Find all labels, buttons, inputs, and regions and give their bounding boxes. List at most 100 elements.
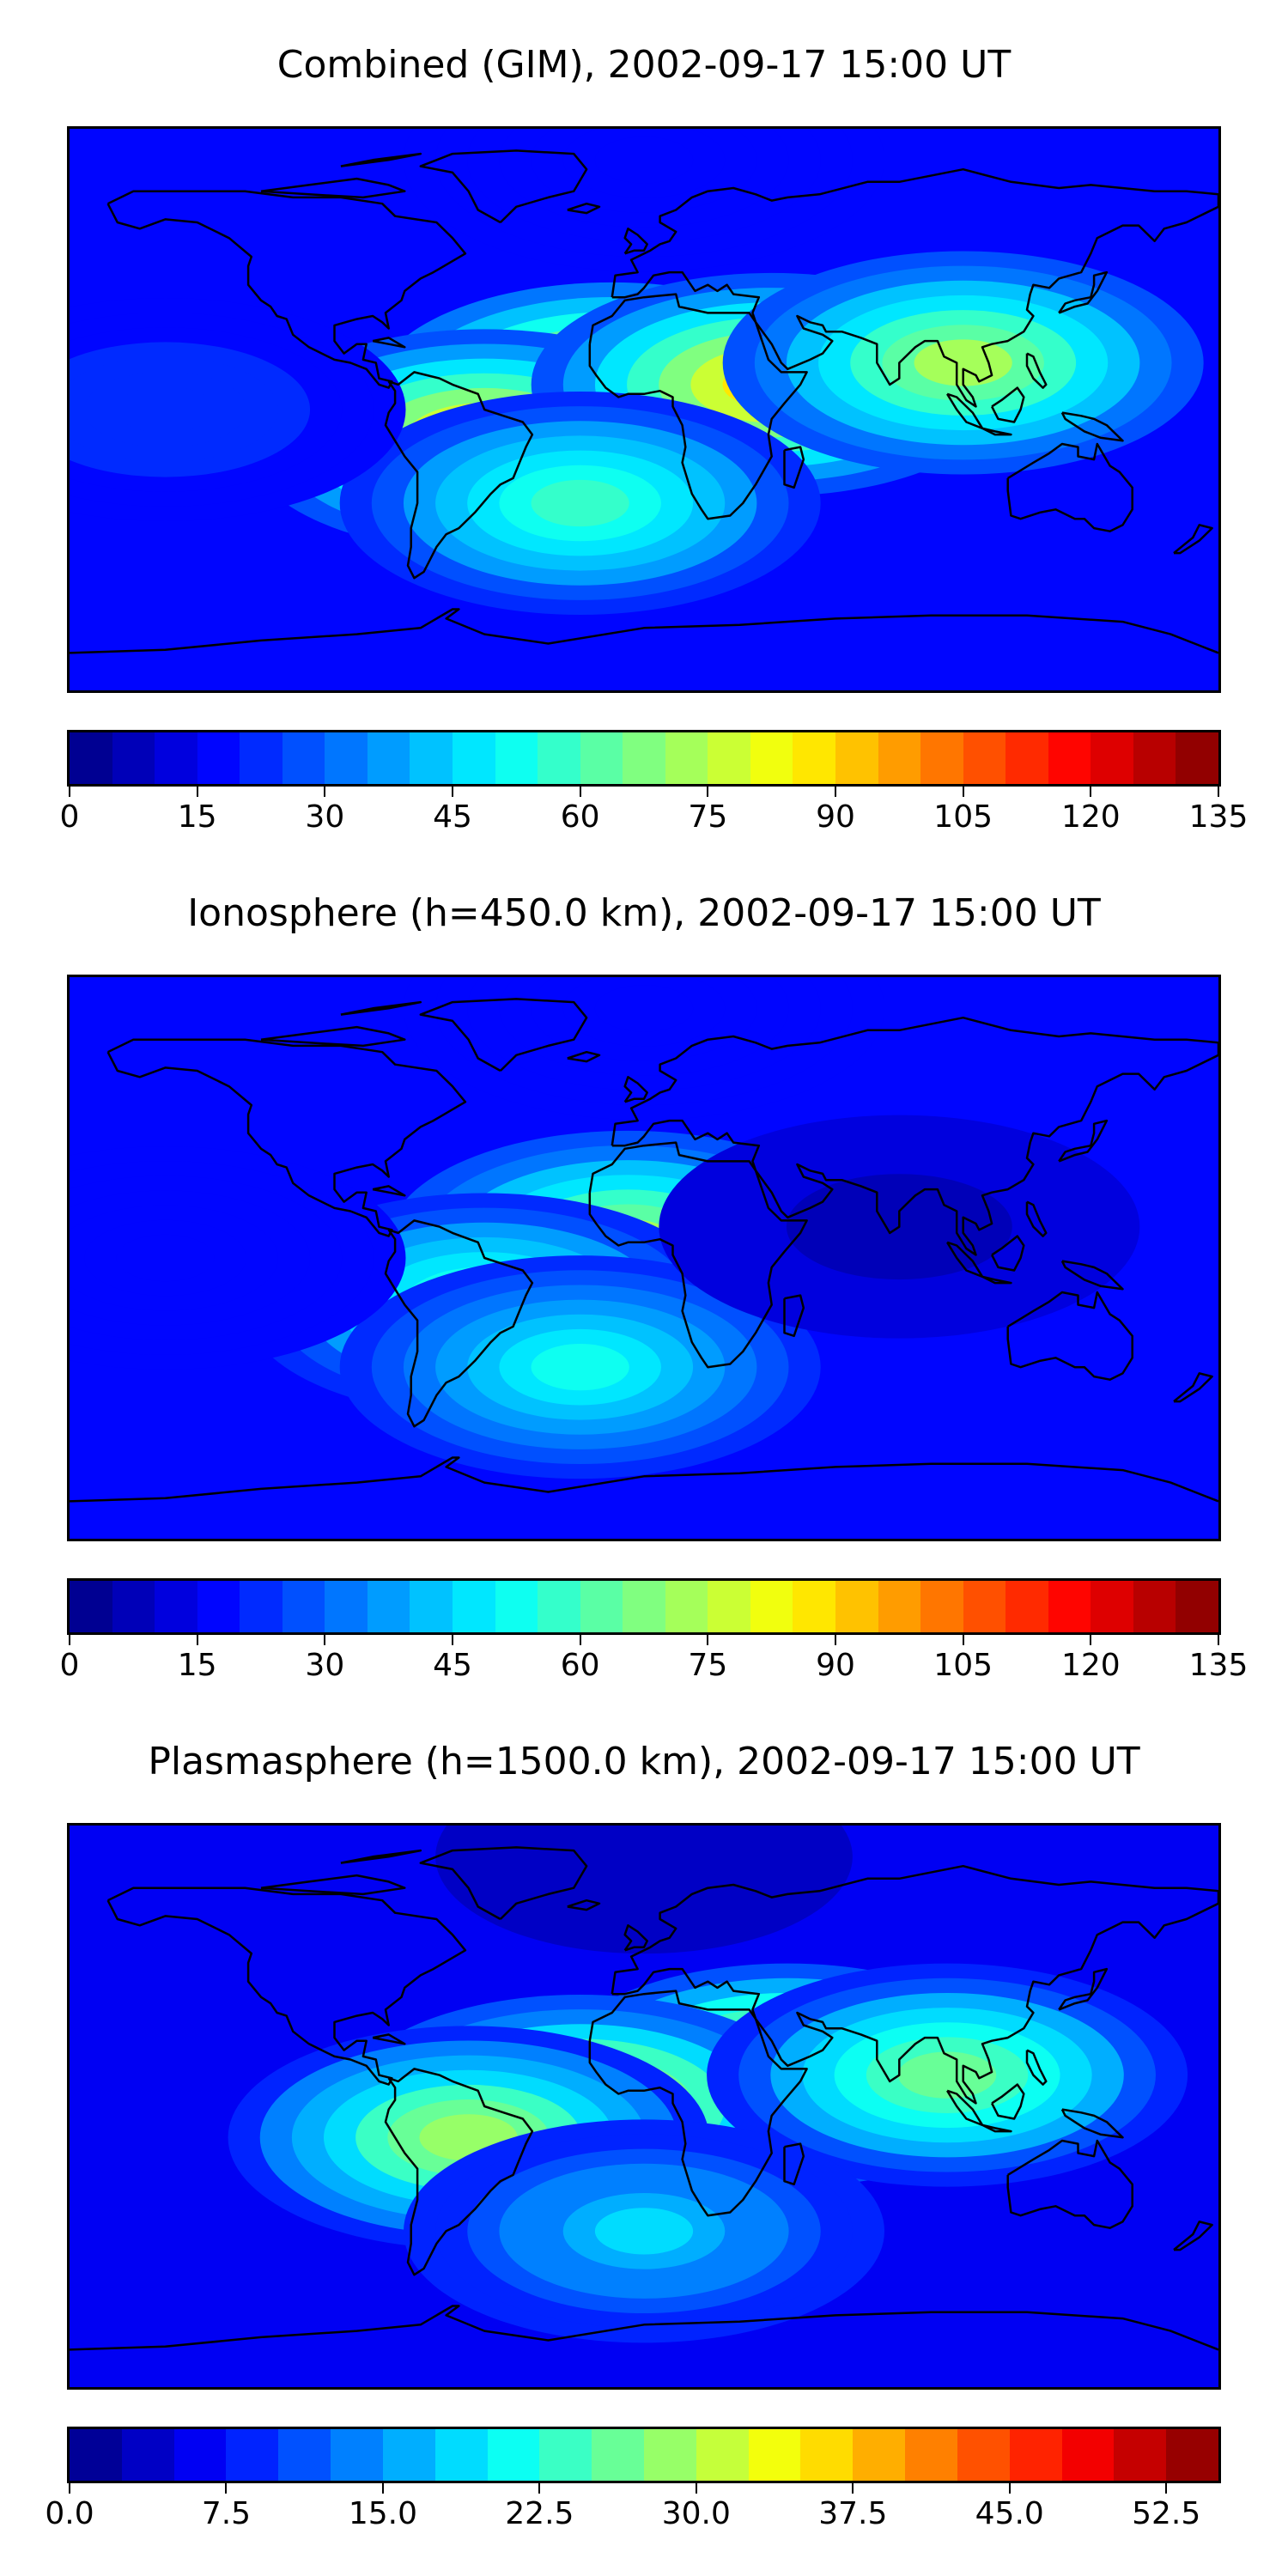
coastline-10 (981, 427, 1012, 436)
coastline-7 (70, 2305, 1218, 2351)
coastline-20 (340, 1849, 422, 1864)
coastline-10 (981, 1275, 1012, 1285)
colorbar-segment (70, 2429, 123, 2481)
colorbar-segment (708, 732, 751, 784)
colorbar-tick-label: 75 (688, 1648, 728, 1683)
coastline-13 (1025, 2049, 1048, 2086)
colorbar-segment (665, 1581, 709, 1632)
colorbar-tick (538, 2483, 541, 2494)
coastline-3 (419, 1846, 588, 1921)
coastline-4 (588, 1141, 808, 1369)
coastline-16 (783, 2142, 805, 2186)
coastline-13 (1025, 352, 1048, 389)
coastline-18 (372, 337, 406, 349)
colorbar-segment (112, 1581, 156, 1632)
coastline-13 (1025, 1200, 1048, 1237)
colorbar-tick-label: 22.5 (505, 2496, 574, 2531)
chart-title: Combined (GIM), 2002-09-17 15:00 UT (276, 43, 1012, 87)
tec-map (67, 1823, 1221, 2390)
colorbar-tick (452, 787, 453, 797)
colorbar-tick-label: 60 (560, 1648, 600, 1683)
colorbar-segment (487, 2429, 541, 2481)
colorbar-tick-label: 15 (177, 1648, 217, 1683)
colorbar-segment (835, 732, 879, 784)
colorbar-segment (665, 732, 709, 784)
colorbar-segment (750, 732, 794, 784)
field-region-6-level-7 (116, 386, 215, 434)
colorbar-segment (1005, 732, 1049, 784)
colorbar-tick-label: 135 (1188, 1648, 1249, 1683)
coastline-12 (1058, 1967, 1109, 2011)
field-region-6-level-7 (594, 1833, 694, 1880)
colorbar-tick (69, 787, 70, 797)
colorbar-segment (957, 2429, 1011, 2481)
colorbar-segment (1176, 732, 1218, 784)
coastline-1 (106, 1038, 467, 1237)
colorbar (67, 2427, 1221, 2483)
colorbar-segment (197, 1581, 241, 1632)
coastline-20 (340, 152, 422, 167)
colorbar-tick-label: 0 (59, 1648, 80, 1683)
colorbar-tick (707, 787, 709, 797)
colorbar-segment (1048, 1581, 1092, 1632)
coastline-5 (611, 167, 1218, 408)
coastline-7 (70, 608, 1218, 654)
colorbar-segment (495, 1581, 539, 1632)
colorbar-tick (1165, 2483, 1168, 2494)
colorbar-tick (381, 2483, 384, 2494)
coastline-17 (1173, 1372, 1213, 1403)
colorbar-tick (1090, 1635, 1092, 1645)
colorbar-segment (155, 732, 198, 784)
colorbar-segment (453, 1581, 496, 1632)
colorbar-segment (282, 1581, 326, 1632)
colorbar-tick (962, 787, 964, 797)
coastline-9 (990, 2083, 1025, 2120)
coastline-12 (1058, 270, 1109, 314)
colorbar-segment (800, 2429, 854, 2481)
colorbar-segment (331, 2429, 384, 2481)
colorbar-tick-label: 75 (688, 799, 728, 835)
colorbar-tick-label: 120 (1060, 799, 1121, 835)
colorbar-tick-label: 90 (816, 1648, 855, 1683)
coastline-11 (1060, 411, 1124, 442)
coastline-6 (1006, 442, 1133, 532)
colorbar-segment (240, 732, 283, 784)
tec-map (67, 975, 1221, 1541)
colorbar-segment (1091, 1581, 1134, 1632)
colorbar-segment (121, 2429, 175, 2481)
colorbar-segment (1176, 1581, 1218, 1632)
map-svg (70, 1826, 1218, 2387)
coastline-5 (611, 1016, 1218, 1256)
coastline-20 (340, 1000, 422, 1016)
coastline-14 (623, 1076, 648, 1103)
colorbar-segment (325, 732, 368, 784)
coastline-18 (372, 2033, 406, 2045)
field-region-7-level-7 (594, 137, 694, 184)
colorbar-segment (1091, 732, 1134, 784)
coastline-5 (611, 1864, 1218, 2105)
colorbar-tick-label: 15 (177, 799, 217, 835)
coastline-4 (588, 293, 808, 520)
coastline-2 (384, 1219, 534, 1428)
colorbar-segment (1114, 2429, 1168, 2481)
colorbar (67, 1578, 1221, 1635)
colorbar-tick (69, 2483, 70, 2494)
colorbar-segment (495, 732, 539, 784)
colorbar-tick-label: 52.5 (1132, 2496, 1201, 2531)
colorbar-segment (453, 732, 496, 784)
colorbar-segment (835, 1581, 879, 1632)
coastline-16 (783, 1294, 805, 1338)
coastline-2 (384, 371, 534, 580)
coastline-10 (981, 2123, 1012, 2133)
colorbar-segment (226, 2429, 280, 2481)
colorbar-segment (1133, 1581, 1177, 1632)
colorbar-tick-label: 105 (933, 1648, 993, 1683)
colorbar-segment (878, 1581, 922, 1632)
colorbar-segment (538, 1581, 581, 1632)
coastline-19 (260, 1025, 406, 1048)
colorbar-tick (835, 787, 836, 797)
colorbar-tick (835, 1635, 836, 1645)
tec-map (67, 126, 1221, 693)
coastline-17 (1173, 2221, 1213, 2251)
colorbar-segment (282, 732, 326, 784)
